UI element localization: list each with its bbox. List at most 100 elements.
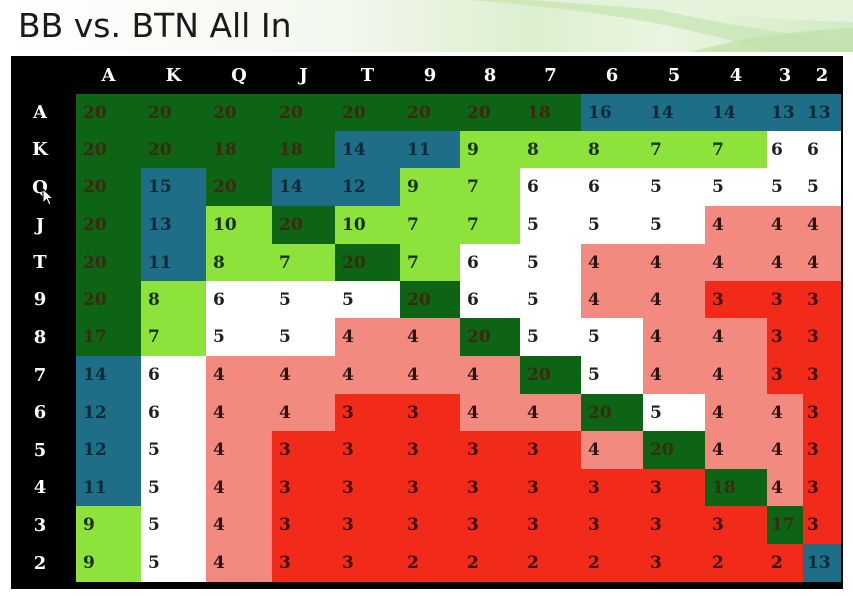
heatmap-cell-T2: 4 — [803, 244, 841, 281]
heatmap-cell-AQ: 20 — [206, 94, 272, 131]
heatmap-cell-67: 4 — [520, 394, 581, 431]
column-header-7: 7 — [544, 64, 557, 86]
column-header-Q: Q — [231, 64, 247, 86]
heatmap-cell-T6: 4 — [581, 244, 643, 281]
column-header-5: 5 — [667, 64, 681, 86]
heatmap-cell-6J: 4 — [272, 394, 335, 431]
heatmap-cell-K8: 9 — [460, 131, 520, 168]
title-banner: BB vs. BTN All In — [0, 0, 853, 52]
heatmap-cell-24: 2 — [705, 544, 767, 582]
heatmap-cell-Q6: 6 — [581, 168, 643, 206]
heatmap-cell-25: 3 — [643, 544, 705, 582]
heatmap-cell-78: 4 — [460, 356, 520, 394]
heatmap-cell-7K: 6 — [141, 356, 206, 394]
heatmap-cell-JQ: 10 — [206, 206, 272, 244]
heatmap-cell-KQ: 18 — [206, 131, 272, 168]
heatmap-cell-9A: 20 — [76, 281, 141, 318]
heatmap-cell-K4: 7 — [705, 131, 767, 168]
heatmap-cell-26: 2 — [581, 544, 643, 582]
heatmap-cell-79: 4 — [400, 356, 460, 394]
heatmap-cell-T9: 7 — [400, 244, 460, 281]
heatmap-cell-28: 2 — [460, 544, 520, 582]
heatmap-cell-2K: 5 — [141, 544, 206, 582]
heatmap-cell-AJ: 20 — [272, 94, 335, 131]
heatmap-cell-T4: 4 — [705, 244, 767, 281]
heatmap-cell-Q7: 6 — [520, 168, 581, 206]
heatmap-cell-KJ: 18 — [272, 131, 335, 168]
heatmap-cell-8A: 17 — [76, 318, 141, 356]
heatmap-cell-75: 4 — [643, 356, 705, 394]
heatmap-cell-5K: 5 — [141, 431, 206, 469]
column-header-3: 3 — [778, 64, 792, 86]
heatmap-cell-KK: 20 — [141, 131, 206, 168]
heatmap-cell-46: 3 — [581, 469, 643, 506]
heatmap-cell-8Q: 5 — [206, 318, 272, 356]
heatmap-cell-Q4: 5 — [705, 168, 767, 206]
heatmap-cell-27: 2 — [520, 544, 581, 582]
heatmap-cell-K6: 8 — [581, 131, 643, 168]
row-header-3: 3 — [33, 514, 47, 536]
heatmap-cell-8K: 7 — [141, 318, 206, 356]
row-header-K: K — [32, 139, 48, 160]
heatmap-cell-J5: 5 — [643, 206, 705, 244]
row-header-Q: Q — [32, 176, 48, 198]
heatmap-cell-A6: 16 — [581, 94, 643, 131]
heatmap-cell-Q5: 5 — [643, 168, 705, 206]
heatmap-cell-9K: 8 — [141, 281, 206, 318]
heatmap-cell-J7: 5 — [520, 206, 581, 244]
heatmap-cell-9Q: 6 — [206, 281, 272, 318]
heatmap-cell-5J: 3 — [272, 431, 335, 469]
heatmap-cell-AK: 20 — [141, 94, 206, 131]
heatmap-cell-Q8: 7 — [460, 168, 520, 206]
heatmap-cell-5T: 3 — [335, 431, 400, 469]
heatmap-cell-A5: 14 — [643, 94, 705, 131]
heatmap-cell-2J: 3 — [272, 544, 335, 582]
heatmap-cell-QJ: 14 — [272, 168, 335, 206]
heatmap-cell-AT: 20 — [335, 94, 400, 131]
heatmap-cell-T8: 6 — [460, 244, 520, 281]
decorative-swoosh — [470, 0, 853, 52]
heatmap-cell-2T: 3 — [335, 544, 400, 582]
heatmap-cell-9J: 5 — [272, 281, 335, 318]
heatmap-cell-38: 3 — [460, 506, 520, 544]
heatmap-cell-J3: 4 — [767, 206, 803, 244]
heatmap-cell-34: 3 — [705, 506, 767, 544]
heatmap-cell-94: 3 — [705, 281, 767, 318]
heatmap-cell-63: 4 — [767, 394, 803, 431]
heatmap-cell-TJ: 7 — [272, 244, 335, 281]
mouse-cursor-icon — [42, 188, 54, 206]
heatmap-cell-A8: 20 — [460, 94, 520, 131]
heatmap-cell-57: 3 — [520, 431, 581, 469]
heatmap-cell-69: 3 — [400, 394, 460, 431]
heatmap-cell-T7: 5 — [520, 244, 581, 281]
heatmap-cell-7T: 4 — [335, 356, 400, 394]
heatmap-cell-66: 20 — [581, 394, 643, 431]
heatmap-board: A K Q J T 9 8 7 6 5 4 3 2 A K Q J T 9 8 7 6 5 4 3 2 20 20 20 20 20 20 20… — [11, 56, 843, 589]
heatmap-cell-7J: 4 — [272, 356, 335, 394]
heatmap-cell-33: 17 — [767, 506, 803, 544]
heatmap-cell-64: 4 — [705, 394, 767, 431]
heatmap-cell-2A: 9 — [76, 544, 141, 582]
heatmap-cell-4Q: 4 — [206, 469, 272, 506]
heatmap-cell-35: 3 — [643, 506, 705, 544]
row-header-6: 6 — [33, 402, 47, 423]
heatmap-cell-6A: 12 — [76, 394, 141, 431]
column-header-2: 2 — [815, 64, 829, 86]
heatmap-cell-A4: 14 — [705, 94, 767, 131]
heatmap-cell-JT: 10 — [335, 206, 400, 244]
row-header-4: 4 — [33, 477, 47, 498]
column-header-A: A — [101, 64, 116, 86]
heatmap-cell-4T: 3 — [335, 469, 400, 506]
heatmap-cell-59: 3 — [400, 431, 460, 469]
heatmap-cell-J9: 7 — [400, 206, 460, 244]
heatmap-cell-54: 4 — [705, 431, 767, 469]
heatmap-cell-95: 4 — [643, 281, 705, 318]
heatmap-cell-23: 2 — [767, 544, 803, 582]
heatmap-cell-TA: 20 — [76, 244, 141, 281]
heatmap-cell-TQ: 8 — [206, 244, 272, 281]
heatmap-cell-KA: 20 — [76, 131, 141, 168]
page-title: BB vs. BTN All In — [18, 6, 292, 45]
heatmap-cell-88: 20 — [460, 318, 520, 356]
heatmap-cell-93: 3 — [767, 281, 803, 318]
heatmap-cell-AA: 20 — [76, 94, 141, 131]
